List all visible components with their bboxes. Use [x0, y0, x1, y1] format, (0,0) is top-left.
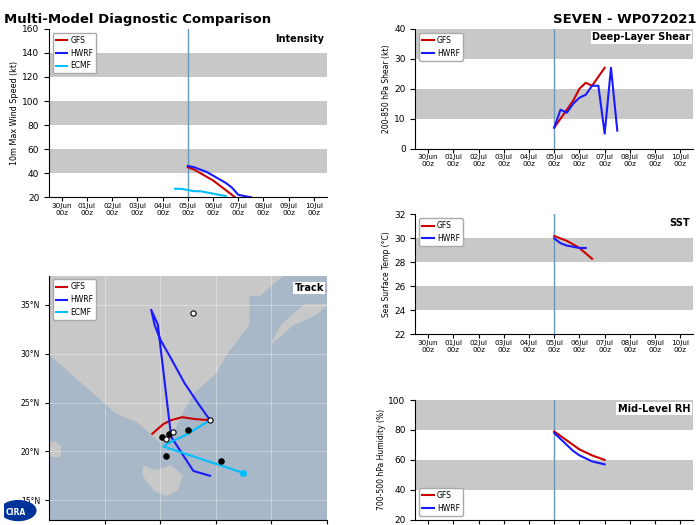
Point	[182, 426, 193, 434]
Point	[216, 457, 227, 465]
Y-axis label: 200-850 hPa Shear (kt): 200-850 hPa Shear (kt)	[382, 45, 391, 133]
Legend: GFS, HWRF, ECMF: GFS, HWRF, ECMF	[52, 279, 97, 320]
Text: Intensity: Intensity	[275, 34, 324, 44]
Point	[188, 309, 199, 317]
Bar	[415, 238, 693, 262]
Legend: GFS, HWRF: GFS, HWRF	[419, 218, 463, 246]
Legend: GFS, HWRF: GFS, HWRF	[419, 488, 463, 516]
Point	[238, 469, 249, 477]
Y-axis label: 700-500 hPa Humidity (%): 700-500 hPa Humidity (%)	[377, 410, 386, 510]
Polygon shape	[160, 401, 178, 434]
Text: CIRA: CIRA	[5, 508, 25, 517]
Text: Mid-Level RH: Mid-Level RH	[617, 404, 690, 414]
Point	[168, 428, 179, 436]
Circle shape	[1, 501, 36, 520]
Bar	[49, 101, 327, 125]
Text: SST: SST	[670, 218, 690, 228]
Text: SEVEN - WP072021: SEVEN - WP072021	[553, 13, 696, 26]
Y-axis label: Sea Surface Temp (°C): Sea Surface Temp (°C)	[382, 232, 391, 317]
Point	[160, 452, 172, 460]
Polygon shape	[144, 466, 182, 495]
Text: Track: Track	[295, 283, 324, 293]
Bar	[415, 400, 693, 430]
Polygon shape	[38, 442, 60, 456]
Polygon shape	[227, 276, 282, 295]
Point	[204, 416, 216, 424]
Legend: GFS, HWRF, ECMF: GFS, HWRF, ECMF	[52, 33, 97, 74]
Point	[163, 429, 174, 438]
Bar	[49, 149, 327, 173]
Bar	[415, 286, 693, 310]
Bar	[415, 29, 693, 59]
Point	[157, 433, 168, 441]
Bar	[49, 53, 327, 77]
Polygon shape	[49, 276, 249, 442]
Bar	[415, 89, 693, 119]
Bar	[415, 460, 693, 490]
Legend: GFS, HWRF: GFS, HWRF	[419, 33, 463, 60]
Text: Deep-Layer Shear: Deep-Layer Shear	[592, 33, 690, 43]
Polygon shape	[271, 305, 327, 344]
Point	[160, 435, 172, 443]
Text: Multi-Model Diagnostic Comparison: Multi-Model Diagnostic Comparison	[4, 13, 271, 26]
Y-axis label: 10m Max Wind Speed (kt): 10m Max Wind Speed (kt)	[10, 61, 20, 165]
